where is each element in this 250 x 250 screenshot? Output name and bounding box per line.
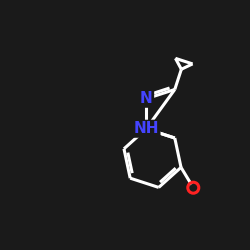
Text: NH: NH xyxy=(134,121,159,136)
Text: N: N xyxy=(140,91,152,106)
Circle shape xyxy=(190,184,197,192)
